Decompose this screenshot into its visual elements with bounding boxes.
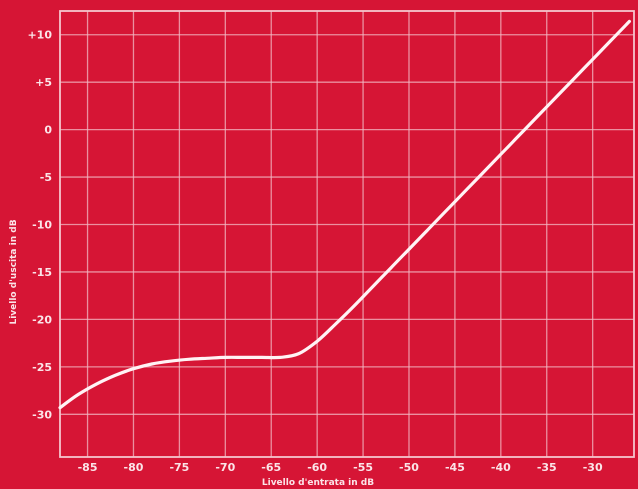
response-curve-line [58,19,631,410]
y-tick-label: -25 [32,361,52,374]
y-tick-label: -20 [32,313,52,326]
plot-frame [59,10,635,458]
x-axis-title: Livello d'entrata in dB [262,478,374,488]
x-axis-ticks: -85 -80 -75 -70 -65 -60 -55 -50 -45 -40 -35 -30 [78,461,603,474]
x-tick-label: -80 [124,461,144,474]
y-axis-ticks: +10 +5 0 -5 -10 -15 -20 -25 -30 [27,29,52,422]
x-tick-label: -70 [215,461,235,474]
y-tick-label: -30 [32,408,52,421]
x-tick-label: -30 [583,461,603,474]
x-tick-label: -45 [445,461,465,474]
x-tick-label: -65 [261,461,281,474]
y-tick-label: +5 [35,76,52,89]
x-tick-label: -35 [537,461,557,474]
y-tick-label: -5 [40,171,52,184]
grid [60,11,634,457]
y-tick-label: -15 [32,266,52,279]
y-tick-label: +10 [27,29,52,42]
y-axis-title: Livello d'uscita in dB [9,219,19,324]
x-tick-label: -85 [78,461,98,474]
x-tick-label: -75 [169,461,189,474]
x-tick-label: -50 [399,461,419,474]
y-tick-label: -10 [32,219,52,232]
series [58,19,631,410]
x-tick-label: -55 [353,461,373,474]
x-tick-label: -40 [491,461,511,474]
x-tick-label: -60 [307,461,327,474]
y-tick-label: 0 [44,124,52,137]
